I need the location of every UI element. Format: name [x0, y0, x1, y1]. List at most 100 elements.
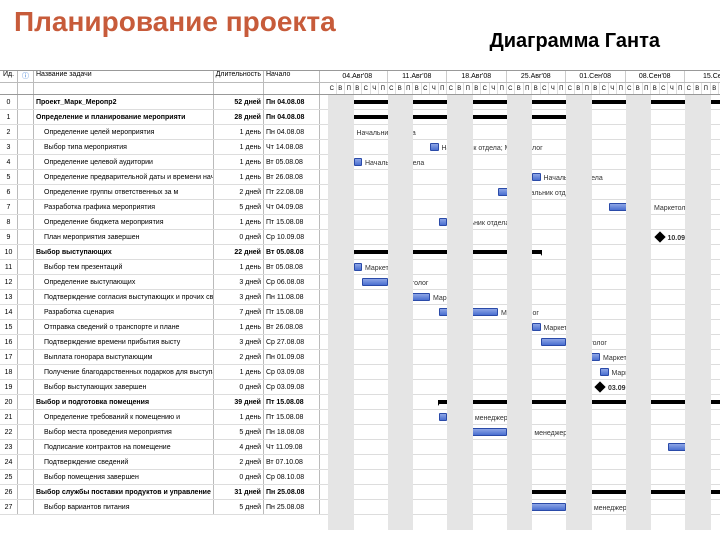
milestone-marker[interactable]	[594, 381, 605, 392]
task-bar[interactable]	[439, 413, 448, 421]
table-header-days: СВПВСЧПСВПВСЧПСВПВСЧПСВПВСЧПСВПВСЧПСВПВС…	[0, 83, 720, 95]
cell-task-name: Подтверждение сведений	[34, 455, 214, 469]
cell-info	[18, 290, 34, 304]
timeline-cell	[320, 95, 720, 109]
table-row[interactable]: 25Выбор помещения завершен0 днейСр 08.10…	[0, 470, 720, 485]
cell-duration: 1 день	[214, 320, 264, 334]
day-label: В	[396, 83, 405, 94]
info-icon: ⓘ	[22, 73, 29, 80]
col-header-start: Начало	[264, 71, 320, 82]
slide-subtitle: Диаграмма Ганта	[489, 30, 660, 53]
cell-info	[18, 110, 34, 124]
table-row[interactable]: 17Выплата гонорара выступающим2 днейПн 0…	[0, 350, 720, 365]
timeline-cell: 10.09	[320, 230, 720, 244]
cell-id: 22	[0, 425, 18, 439]
summary-bar[interactable]	[524, 490, 720, 494]
cell-info	[18, 215, 34, 229]
summary-bar[interactable]	[439, 400, 720, 404]
table-row[interactable]: 6Определение группы ответственных за м2 …	[0, 185, 720, 200]
table-row[interactable]: 8Определение бюджета мероприятия1 деньПт…	[0, 215, 720, 230]
summary-bar[interactable]	[345, 100, 720, 104]
cell-duration: 0 дней	[214, 230, 264, 244]
cell-id: 0	[0, 95, 18, 109]
table-row[interactable]: 18Получение благодарственных подарков дл…	[0, 365, 720, 380]
table-row[interactable]: 1Определение и планирование мероприяти28…	[0, 110, 720, 125]
task-bar[interactable]	[600, 368, 609, 376]
table-row[interactable]: 0Проект_Марк_Меропр252 днейПн 04.08.08	[0, 95, 720, 110]
task-bar[interactable]	[430, 143, 439, 151]
task-bar[interactable]	[532, 173, 541, 181]
day-label: В	[456, 83, 465, 94]
task-bar[interactable]	[405, 293, 431, 301]
cell-info	[18, 230, 34, 244]
task-bar[interactable]	[464, 428, 507, 436]
cell-start: Чт 11.09.08	[264, 440, 320, 454]
table-row[interactable]: 20Выбор и подготовка помещения39 днейПт …	[0, 395, 720, 410]
timeline-cell: Маркетолог	[320, 200, 720, 214]
week-label: 18.Авг'08	[447, 71, 507, 82]
day-label: П	[677, 83, 686, 94]
table-row[interactable]: 2Определение целей мероприятия1 деньПн 0…	[0, 125, 720, 140]
table-row[interactable]: 14Разработка сценария7 днейПт 15.08.08Ма…	[0, 305, 720, 320]
table-row[interactable]: 10Выбор выступающих22 днейВт 05.08.08	[0, 245, 720, 260]
table-row[interactable]: 19Выбор выступающих завершен0 днейСр 03.…	[0, 380, 720, 395]
table-row[interactable]: 16Подтверждение времени прибытия высту3 …	[0, 335, 720, 350]
resource-label: Маркетолог	[433, 291, 471, 306]
cell-start: Пн 11.08.08	[264, 290, 320, 304]
cell-task-name: Подписание контрактов на помещение	[34, 440, 214, 454]
timeline-cell	[320, 395, 720, 409]
table-row[interactable]: 9План мероприятия завершен0 днейСр 10.09…	[0, 230, 720, 245]
summary-bar[interactable]	[354, 250, 541, 254]
table-row[interactable]: 5Определение предварительной даты и врем…	[0, 170, 720, 185]
day-label: П	[702, 83, 711, 94]
cell-info	[18, 185, 34, 199]
task-bar[interactable]	[354, 158, 363, 166]
task-bar[interactable]	[354, 263, 363, 271]
cell-start: Пн 25.08.08	[264, 485, 320, 499]
table-row[interactable]: 27Выбор вариантов питания5 днейПн 25.08.…	[0, 500, 720, 515]
task-bar[interactable]	[345, 128, 354, 136]
table-row[interactable]: 26Выбор службы поставки продуктов и упра…	[0, 485, 720, 500]
table-row[interactable]: 7Разработка графика мероприятия5 днейЧт …	[0, 200, 720, 215]
day-label: Ч	[430, 83, 439, 94]
task-bar[interactable]	[668, 443, 702, 451]
table-row[interactable]: 4Определение целевой аудитории1 деньВт 0…	[0, 155, 720, 170]
table-row[interactable]: 21Определение требований к помещению и1 …	[0, 410, 720, 425]
task-bar[interactable]	[583, 353, 600, 361]
milestone-marker[interactable]	[654, 231, 665, 242]
summary-bar[interactable]	[345, 115, 583, 119]
table-row[interactable]: 3Выбор типа мероприятия1 деньЧт 14.08.08…	[0, 140, 720, 155]
day-label: Ч	[490, 83, 499, 94]
col-header-dur: Длительность	[214, 71, 264, 82]
task-bar[interactable]	[439, 308, 499, 316]
task-bar[interactable]	[498, 188, 515, 196]
table-row[interactable]: 23Подписание контрактов на помещение4 дн…	[0, 440, 720, 455]
day-label: С	[566, 83, 575, 94]
timeline-cell: Маркетолог	[320, 275, 720, 289]
table-row[interactable]: 13Подтверждение согласия выступающих и п…	[0, 290, 720, 305]
table-row[interactable]: 15Отправка сведений о транспорте и плане…	[0, 320, 720, 335]
task-bar[interactable]	[541, 338, 567, 346]
table-row[interactable]: 22Выбор места проведения мероприятия5 дн…	[0, 425, 720, 440]
table-row[interactable]: 12Определение выступающих3 днейСр 06.08.…	[0, 275, 720, 290]
task-bar[interactable]	[439, 218, 448, 226]
cell-info	[18, 410, 34, 424]
task-bar[interactable]	[609, 203, 652, 211]
week-label: 15.Сен	[685, 71, 720, 82]
timeline-cell	[320, 245, 720, 259]
task-bar[interactable]	[362, 278, 388, 286]
timeline-cell: Начальник отдела	[320, 170, 720, 184]
cell-start: Ср 27.08.08	[264, 335, 320, 349]
task-bar[interactable]	[524, 503, 567, 511]
task-bar[interactable]	[532, 323, 541, 331]
table-row[interactable]: 24Подтверждение сведений2 днейВт 07.10.0…	[0, 455, 720, 470]
timeline-cell: Маркетолог	[320, 290, 720, 304]
day-label: В	[575, 83, 584, 94]
day-label: П	[379, 83, 388, 94]
day-label: С	[660, 83, 669, 94]
cell-duration: 0 дней	[214, 470, 264, 484]
cell-duration: 3 дней	[214, 275, 264, 289]
week-label: 25.Авг'08	[507, 71, 567, 82]
day-label: П	[345, 83, 354, 94]
table-row[interactable]: 11Выбор тем презентаций1 деньВт 05.08.08…	[0, 260, 720, 275]
